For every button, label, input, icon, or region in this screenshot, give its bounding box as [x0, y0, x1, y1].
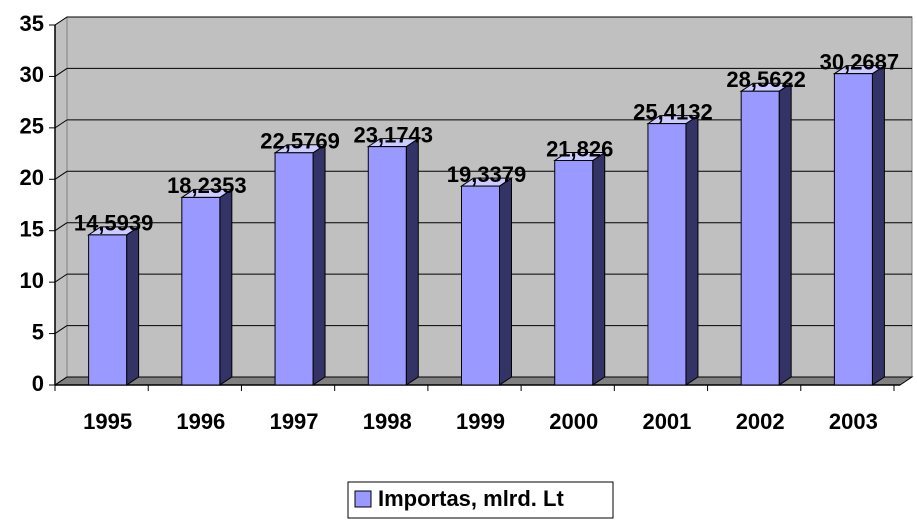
data-label: 18,2353 — [167, 173, 247, 198]
bar — [461, 185, 500, 386]
x-tick-label: 1996 — [176, 409, 225, 434]
x-tick-label: 2002 — [736, 409, 785, 434]
data-label: 25,4132 — [633, 99, 713, 124]
data-label: 28,5622 — [726, 67, 806, 92]
y-tick-label: 20 — [20, 165, 44, 190]
y-tick-label: 15 — [20, 217, 44, 242]
bar — [88, 234, 128, 386]
data-label: 23,1743 — [354, 122, 434, 147]
grid-line — [54, 16, 68, 26]
bar-side — [499, 177, 512, 386]
grid-line — [54, 119, 68, 129]
y-tick-label: 25 — [20, 114, 44, 139]
bar-side — [871, 64, 885, 386]
grid-line — [54, 68, 68, 77]
bar — [833, 73, 873, 386]
x-tick-label: 2001 — [642, 409, 691, 434]
bar — [181, 196, 221, 386]
x-tick-label: 1999 — [456, 409, 505, 434]
bar-side — [685, 114, 699, 386]
y-tick-label: 35 — [20, 11, 44, 36]
bar-side — [405, 137, 419, 386]
data-label: 19,3379 — [447, 162, 527, 187]
y-tick-label: 0 — [32, 371, 44, 396]
bar — [274, 152, 314, 386]
bar-side — [312, 143, 326, 386]
legend-swatch — [354, 490, 372, 508]
data-label: 14,5939 — [74, 211, 154, 236]
grid-line — [54, 325, 68, 334]
legend — [347, 481, 614, 519]
bar-side — [219, 188, 233, 386]
x-tick-label: 1998 — [363, 409, 412, 434]
bar — [554, 160, 594, 386]
bars — [86, 64, 887, 386]
bar-side — [592, 151, 606, 386]
data-label: 30,2687 — [820, 49, 900, 74]
grid-line — [54, 170, 68, 180]
x-tick-label: 2000 — [549, 409, 598, 434]
x-tick-label: 1995 — [83, 409, 132, 434]
x-tick-label: 2003 — [829, 409, 878, 434]
bar — [367, 146, 407, 386]
bar — [740, 90, 780, 386]
y-tick-label: 30 — [20, 62, 44, 87]
y-tick-label: 10 — [20, 268, 44, 293]
data-label: 21,826 — [546, 136, 613, 161]
grid-line — [54, 273, 68, 283]
legend-label: Importas, mlrd. Lt — [378, 486, 564, 511]
grid-line — [54, 222, 68, 232]
bar — [647, 123, 687, 386]
x-tick-label: 1997 — [270, 409, 319, 434]
data-label: 22,5769 — [260, 129, 340, 154]
bar-side — [126, 225, 140, 386]
bar-side — [778, 82, 792, 386]
y-tick-label: 5 — [32, 319, 44, 344]
